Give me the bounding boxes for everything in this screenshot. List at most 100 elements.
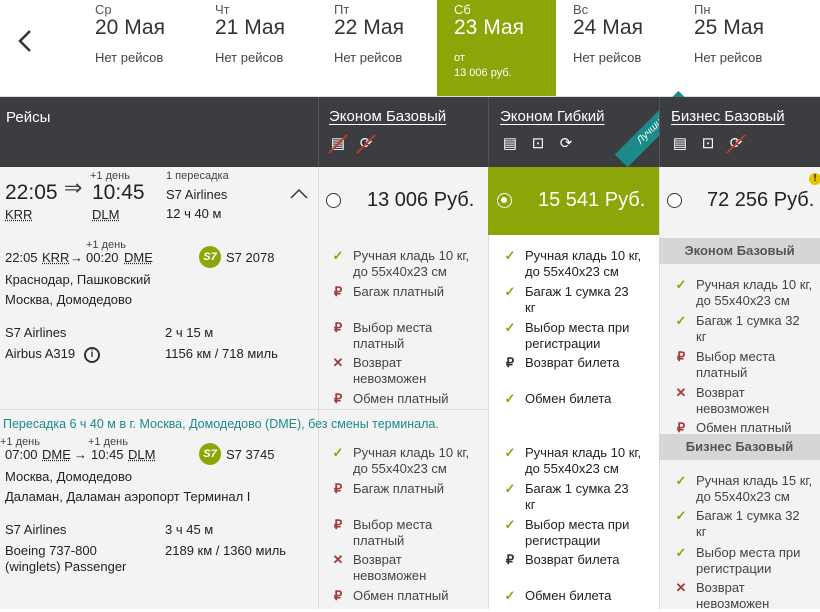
seg1-dep-time: 22:05	[5, 250, 38, 265]
chevron-up-icon[interactable]	[289, 188, 309, 200]
duration: 12 ч 40 м	[166, 206, 222, 221]
feature-refund: ✕ Возврат невозможен	[332, 552, 427, 583]
feature-refund: ✕ Возврат невозможен	[675, 580, 770, 611]
feature-carryon: ✓ Ручная кладь 10 кг, до 55х40х23 см	[504, 445, 642, 476]
feature-carryon: ✓ Ручная кладь 10 кг, до 55х40х23 см	[332, 445, 470, 476]
fare-column-economy-basic	[318, 167, 488, 609]
check-icon: ✓	[675, 508, 687, 523]
stops-label: 1 пересадка	[166, 170, 229, 182]
fare-radio[interactable]	[667, 193, 682, 208]
refresh-icon: ⟳	[355, 134, 377, 154]
flights-title: Рейсы	[6, 109, 51, 126]
price-cell-economy-basic[interactable]: 13 006 Руб.	[318, 167, 488, 233]
date-label: 24 Мая	[573, 16, 643, 39]
fare-title: Бизнес Базовый	[671, 108, 785, 125]
feature-exchange: ₽ Обмен платный	[334, 588, 449, 604]
seg2-arr-time: 10:45	[91, 447, 124, 462]
ruble-icon: ₽	[676, 420, 686, 435]
fare-radio[interactable]	[326, 193, 341, 208]
date-tab-24[interactable]: Вс 24 Мая Нет рейсов	[556, 0, 675, 96]
check-icon: ✓	[675, 545, 687, 560]
check-icon: ✓	[504, 445, 516, 460]
arrival-code: DLM	[92, 207, 120, 222]
check-icon: ✓	[504, 481, 516, 496]
feature-baggage: ₽ Багаж платный	[334, 481, 444, 497]
ruble-icon: ₽	[505, 552, 515, 567]
fare-radio-selected[interactable]	[497, 193, 512, 208]
feature-seat: ✓ Выбор места при регистрации	[675, 545, 801, 576]
seg2-duration: 3 ч 45 м	[165, 522, 214, 537]
fare-title: Эконом Гибкий	[500, 108, 605, 125]
day-of-week: Чт	[215, 2, 230, 17]
date-tab-21[interactable]: Чт 21 Мая Нет рейсов	[200, 0, 319, 96]
date-tab-22[interactable]: Пт 22 Мая Нет рейсов	[319, 0, 437, 96]
seg1-to: Москва, Домодедово	[5, 292, 133, 307]
date-label: 20 Мая	[95, 16, 165, 39]
no-flights-text: Нет рейсов	[334, 50, 403, 65]
seg1-dep-code: KRR	[42, 250, 70, 265]
feature-baggage: ₽ Багаж платный	[334, 284, 444, 300]
ruble-icon: ₽	[333, 481, 343, 496]
seg2-dep-code: DME	[42, 447, 71, 462]
fare-header-business-basic[interactable]: Бизнес Базовый	[659, 97, 820, 167]
fare-icons: ▤ ⟳	[327, 134, 377, 154]
feature-baggage: ✓ Багаж 1 сумка 23 кг	[504, 284, 629, 315]
feature-baggage: ✓ Багаж 1 сумка 32 кг	[675, 508, 800, 539]
feature-refund: ✕ Возврат невозможен	[332, 355, 427, 386]
fare-title: Эконом Базовый	[329, 108, 447, 125]
ruble-icon: ₽	[505, 355, 515, 370]
fare-header-economy-flex[interactable]: Эконом Гибкий	[488, 97, 659, 167]
check-icon: ✓	[675, 277, 687, 292]
fare-icons: ▤ ⊡ ⟳	[499, 134, 577, 154]
seg2-flight-number: S7 3745	[226, 447, 275, 462]
seg2-distance: 2189 км / 1360 миль	[165, 543, 287, 558]
date-label: 21 Мая	[215, 16, 285, 39]
price-cell-economy-flex-selected[interactable]: 15 541 Руб.	[488, 167, 659, 235]
baggage-icon: ▤	[327, 134, 349, 154]
feature-exchange: ₽ Обмен платный	[677, 420, 792, 436]
date-tab-20[interactable]: Ср 20 Мая Нет рейсов	[82, 0, 200, 96]
feature-carryon: ✓ Ручная кладь 10 кг, до 55х40х23 см	[675, 277, 813, 308]
date-label: 22 Мая	[334, 16, 404, 39]
cross-icon: ✕	[332, 355, 344, 370]
feature-exchange: ✓ Обмен билета	[504, 588, 612, 603]
feature-refund: ₽ Возврат билета	[506, 552, 620, 568]
seg1-from: Краснодар, Пашковский	[5, 272, 151, 287]
date-tab-23-selected[interactable]: Сб 23 Мая от 13 006 руб.	[437, 0, 556, 96]
ruble-icon: ₽	[333, 588, 343, 603]
ruble-icon: ₽	[676, 349, 686, 364]
price-cell-business-basic[interactable]: 72 256 Руб. !	[659, 167, 820, 233]
ruble-icon: ₽	[333, 284, 343, 299]
baggage-icon: ▤	[502, 135, 518, 152]
feature-seat: ₽ Выбор места платный	[677, 349, 775, 381]
chevron-left-icon[interactable]	[14, 28, 38, 54]
departure-code: KRR	[5, 207, 33, 222]
price: 72 256 Руб.	[707, 189, 815, 211]
date-tab-25[interactable]: Пн 25 Мая Нет рейсов	[675, 0, 820, 96]
check-icon: ✓	[332, 248, 344, 263]
price: 13 006 Руб.	[367, 189, 475, 211]
feature-carryon: ✓ Ручная кладь 15 кг, до 55х40х23 см	[675, 473, 813, 504]
fare-icons: ▤ ⊡ ⟳	[669, 134, 747, 154]
from-text: от	[454, 52, 465, 64]
seat-icon: ⊡	[701, 135, 715, 152]
seg1-distance: 1156 км / 718 миль	[165, 346, 278, 361]
cross-icon: ✕	[332, 552, 344, 567]
seg1-arr-time: 00:20	[86, 250, 119, 265]
feature-baggage: ✓ Багаж 1 сумка 32 кг	[675, 313, 800, 344]
price: 15 541 Руб.	[538, 189, 646, 211]
check-icon: ✓	[504, 320, 516, 335]
arrival-time: 10:45	[92, 181, 145, 204]
arrow-icon: →	[74, 447, 87, 462]
ruble-icon: ₽	[333, 320, 343, 335]
departure-time: 22:05	[5, 181, 58, 204]
check-icon: ✓	[504, 248, 516, 263]
flights-header: Рейсы	[0, 97, 318, 167]
date-label: 25 Мая	[694, 16, 764, 39]
info-icon[interactable]: i	[84, 347, 100, 363]
no-flights-text: Нет рейсов	[694, 50, 763, 65]
seg2-to: Даламан, Даламан аэропорт Терминал I	[5, 489, 251, 504]
feature-exchange: ✓ Обмен билета	[504, 391, 612, 406]
fare-header-economy-basic[interactable]: Эконом Базовый	[318, 97, 488, 167]
feature-carryon: ✓ Ручная кладь 10 кг, до 55х40х23 см	[332, 248, 470, 279]
